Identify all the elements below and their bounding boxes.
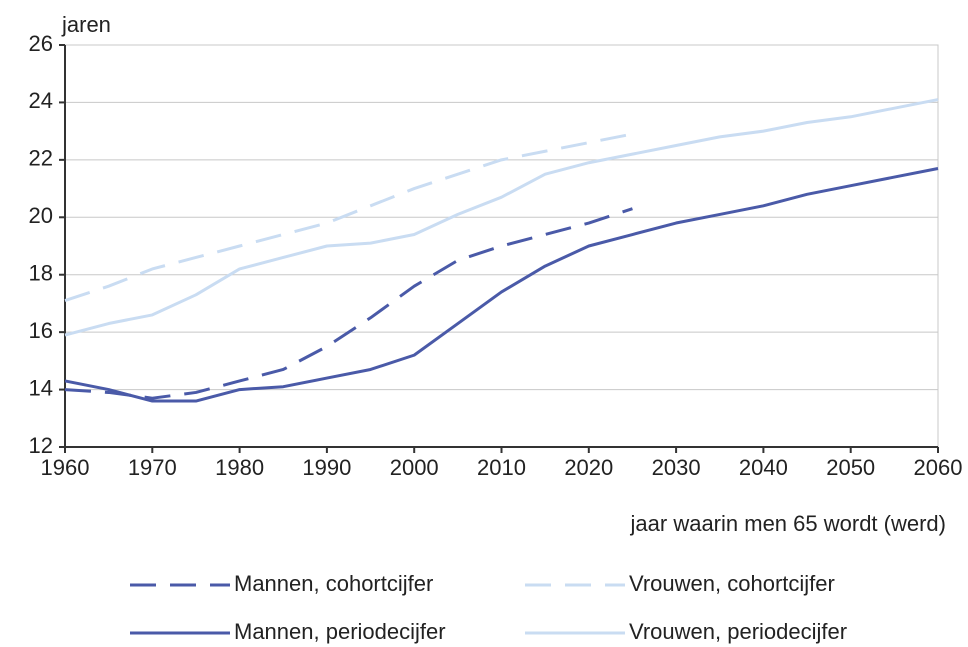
x-tick-label: 1970 bbox=[128, 455, 177, 480]
series-line bbox=[64, 207, 633, 400]
plot-border bbox=[64, 44, 939, 448]
y-tick-label: 20 bbox=[29, 203, 53, 228]
series-line bbox=[64, 98, 939, 337]
y-tick-label: 12 bbox=[29, 433, 53, 458]
y-tick-label: 24 bbox=[29, 88, 53, 113]
x-tick-label: 2020 bbox=[564, 455, 613, 480]
legend-label: Mannen, periodecijfer bbox=[234, 619, 446, 644]
y-tick-label: 22 bbox=[29, 146, 53, 171]
y-tick-label: 18 bbox=[29, 261, 53, 286]
x-tick-label: 1990 bbox=[302, 455, 351, 480]
x-tick-label: 2030 bbox=[652, 455, 701, 480]
x-tick-label: 2060 bbox=[914, 455, 963, 480]
y-tick-label: 14 bbox=[29, 375, 53, 400]
legend-label: Mannen, cohortcijfer bbox=[234, 571, 433, 596]
x-tick-label: 2040 bbox=[739, 455, 788, 480]
series-line bbox=[64, 166, 939, 403]
x-tick-label: 2050 bbox=[826, 455, 875, 480]
x-tick-label: 1960 bbox=[41, 455, 90, 480]
series-line bbox=[64, 132, 633, 302]
x-tick-label: 2010 bbox=[477, 455, 526, 480]
y-axis-label: jaren bbox=[61, 12, 111, 37]
y-tick-label: 16 bbox=[29, 318, 53, 343]
x-axis-label: jaar waarin men 65 wordt (werd) bbox=[630, 511, 946, 536]
y-tick-label: 26 bbox=[29, 31, 53, 56]
x-tick-label: 1980 bbox=[215, 455, 264, 480]
legend-label: Vrouwen, periodecijfer bbox=[629, 619, 847, 644]
x-tick-label: 2000 bbox=[390, 455, 439, 480]
legend-label: Vrouwen, cohortcijfer bbox=[629, 571, 835, 596]
